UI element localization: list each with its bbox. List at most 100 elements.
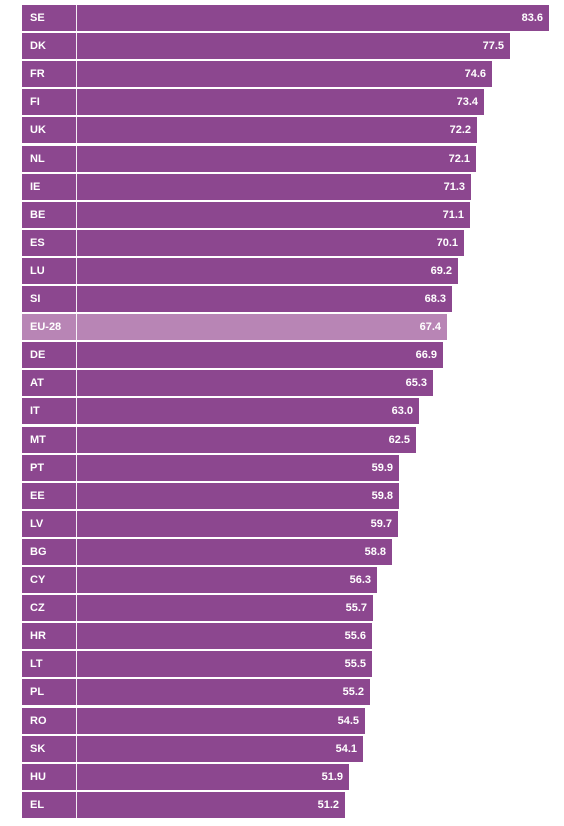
bar xyxy=(22,5,549,31)
category-label: EU-28 xyxy=(30,321,62,333)
bar-divider xyxy=(76,174,77,200)
bar-row: NL 72.1 xyxy=(22,146,476,172)
value-label: 65.3 xyxy=(405,377,427,389)
bar-divider xyxy=(76,764,77,790)
bar xyxy=(22,651,372,677)
value-label: 71.3 xyxy=(443,181,465,193)
bar-divider xyxy=(76,595,77,621)
value-label: 74.6 xyxy=(464,68,486,80)
bar xyxy=(22,314,447,340)
bar-row: SI 68.3 xyxy=(22,286,452,312)
value-label: 69.2 xyxy=(430,265,452,277)
value-label: 55.5 xyxy=(344,658,366,670)
category-label: CZ xyxy=(30,602,45,614)
value-label: 73.4 xyxy=(456,96,478,108)
value-label: 66.9 xyxy=(415,349,437,361)
bar-divider xyxy=(76,61,77,87)
bar-divider xyxy=(76,483,77,509)
category-label: BG xyxy=(30,546,47,558)
bar-row: FR 74.6 xyxy=(22,61,492,87)
bar-row: EL 51.2 xyxy=(22,792,345,818)
bar-divider xyxy=(76,427,77,453)
bar-divider xyxy=(76,258,77,284)
bar-row: IT 63.0 xyxy=(22,398,419,424)
bar-row: UK 72.2 xyxy=(22,117,477,143)
value-label: 72.2 xyxy=(449,124,471,136)
bar-row: IE 71.3 xyxy=(22,174,471,200)
category-label: PT xyxy=(30,462,45,474)
value-label: 72.1 xyxy=(448,153,470,165)
bar-divider xyxy=(76,567,77,593)
bar-row: BG 58.8 xyxy=(22,539,392,565)
category-label: FI xyxy=(30,96,40,108)
category-label: NL xyxy=(30,153,45,165)
value-label: 55.7 xyxy=(345,602,367,614)
value-label: 71.1 xyxy=(442,209,464,221)
category-label: MT xyxy=(30,434,46,446)
bar-row: EU-28 67.4 xyxy=(22,314,447,340)
bar xyxy=(22,511,398,537)
bar-divider xyxy=(76,146,77,172)
value-label: 59.7 xyxy=(370,518,392,530)
category-label: UK xyxy=(30,124,46,136)
bar xyxy=(22,258,458,284)
category-label: IE xyxy=(30,181,41,193)
bar xyxy=(22,61,492,87)
bar-row: FI 73.4 xyxy=(22,89,484,115)
value-label: 70.1 xyxy=(436,237,458,249)
value-label: 59.8 xyxy=(371,490,393,502)
value-label: 51.9 xyxy=(321,771,343,783)
bar-row: HU 51.9 xyxy=(22,764,349,790)
bar-row: SE 83.6 xyxy=(22,5,549,31)
category-label: HR xyxy=(30,630,46,642)
bar xyxy=(22,455,399,481)
category-label: AT xyxy=(30,377,44,389)
bar-row: LT 55.5 xyxy=(22,651,372,677)
value-label: 68.3 xyxy=(424,293,446,305)
bar xyxy=(22,174,471,200)
bar-divider xyxy=(76,736,77,762)
category-label: HU xyxy=(30,771,46,783)
bar xyxy=(22,33,510,59)
category-label: FR xyxy=(30,68,45,80)
value-label: 55.2 xyxy=(342,686,364,698)
category-label: IT xyxy=(30,405,40,417)
bar-row: DE 66.9 xyxy=(22,342,443,368)
category-label: LU xyxy=(30,265,45,277)
bar-divider xyxy=(76,33,77,59)
bar xyxy=(22,117,477,143)
value-label: 59.9 xyxy=(371,462,393,474)
bar-row: LV 59.7 xyxy=(22,511,398,537)
category-label: LT xyxy=(30,658,43,670)
bar xyxy=(22,708,365,734)
category-label: DE xyxy=(30,349,46,361)
value-label: 62.5 xyxy=(388,434,410,446)
bar xyxy=(22,539,392,565)
value-label: 56.3 xyxy=(349,574,371,586)
bar-row: AT 65.3 xyxy=(22,370,433,396)
bar xyxy=(22,230,464,256)
category-label: EL xyxy=(30,799,45,811)
bar-divider xyxy=(76,286,77,312)
bar-row: PL 55.2 xyxy=(22,679,370,705)
value-label: 51.2 xyxy=(317,799,339,811)
category-label: EE xyxy=(30,490,45,502)
bar-row: DK 77.5 xyxy=(22,33,510,59)
bar-row: LU 69.2 xyxy=(22,258,458,284)
category-label: ES xyxy=(30,237,45,249)
bar xyxy=(22,427,416,453)
bar-divider xyxy=(76,342,77,368)
bar-divider xyxy=(76,455,77,481)
bar-row: RO 54.5 xyxy=(22,708,365,734)
bar xyxy=(22,792,345,818)
category-label: SE xyxy=(30,12,45,24)
bar-row: CZ 55.7 xyxy=(22,595,373,621)
bar-row: PT 59.9 xyxy=(22,455,399,481)
bar-divider xyxy=(76,5,77,31)
value-label: 54.1 xyxy=(335,743,357,755)
category-label: RO xyxy=(30,715,47,727)
bar-divider xyxy=(76,398,77,424)
bar-row: HR 55.6 xyxy=(22,623,372,649)
bar xyxy=(22,679,370,705)
bar-row: CY 56.3 xyxy=(22,567,377,593)
